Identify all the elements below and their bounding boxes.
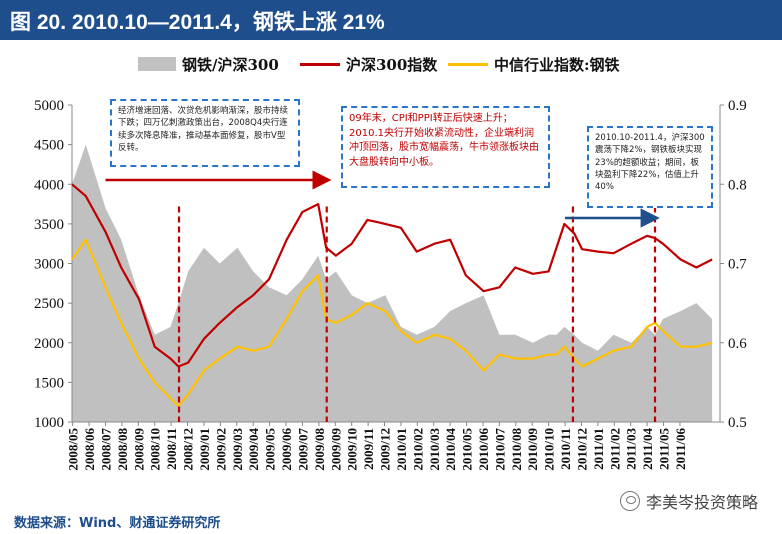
left-tick-label: 4500 bbox=[34, 138, 64, 154]
tick-labels-group: 1000 1500 2000 2500 3000 3500 4000 4500 5000 0.5 0… bbox=[34, 98, 747, 471]
right-tick-label: 0.6 bbox=[728, 336, 747, 352]
x-tick-label: 2011/03 bbox=[624, 428, 639, 470]
legend-item-steel-ratio: 钢铁/沪深300 bbox=[138, 52, 279, 76]
watermark-text: 李美岑投资策略 bbox=[645, 493, 758, 512]
x-tick-label: 2010/02 bbox=[410, 428, 425, 471]
right-tick-label: 0.7 bbox=[728, 257, 747, 273]
x-tick-label: 2010/08 bbox=[509, 428, 524, 471]
x-tick-label: 2009/04 bbox=[246, 428, 261, 471]
left-tick-label: 3000 bbox=[34, 257, 64, 273]
watermark: 李美岑投资策略 bbox=[619, 489, 758, 513]
x-tick-label: 2008/07 bbox=[99, 428, 114, 471]
line-hs300 bbox=[71, 183, 713, 368]
legend-label: 中信行业指数:钢铁 bbox=[494, 55, 620, 74]
x-tick-label: 2008/09 bbox=[131, 428, 146, 471]
annotation-tightening: 09年末，CPI和PPI转正后快速上升；2010.1央行开始收紧流动性，企业端利… bbox=[341, 106, 550, 188]
legend-area-swatch bbox=[138, 57, 176, 71]
left-tick-label: 2500 bbox=[34, 296, 64, 312]
x-tick-label: 2010/10 bbox=[542, 428, 557, 471]
x-tick-label: 2009/08 bbox=[312, 428, 327, 471]
chart: 1000 1500 2000 2500 3000 3500 4000 4500 5000 0.5 0… bbox=[34, 98, 747, 471]
right-tick-label: 0.9 bbox=[728, 98, 747, 114]
line-steel-index bbox=[71, 238, 713, 408]
annotation-text: 2010.10-2011.4，沪深300震荡下降2%，钢铁板块实现23%的超额收… bbox=[595, 133, 705, 193]
x-tick-label: 2008/11 bbox=[164, 428, 179, 470]
event-markers-group bbox=[177, 206, 657, 422]
arrows-group bbox=[105, 170, 660, 228]
x-tick-label: 2008/05 bbox=[66, 428, 81, 471]
legend: 钢铁/沪深300 沪深300指数 中信行业指数:钢铁 bbox=[0, 52, 782, 76]
right-tick-label: 0.8 bbox=[728, 177, 747, 193]
left-tick-label: 5000 bbox=[34, 98, 64, 114]
line-series-group bbox=[71, 183, 713, 408]
x-tick-label: 2009/02 bbox=[213, 428, 228, 471]
legend-label: 钢铁/沪深300 bbox=[182, 55, 279, 74]
x-tick-label: 2010/01 bbox=[394, 428, 409, 471]
left-tick-label: 2000 bbox=[34, 336, 64, 352]
x-tick-label: 2009/09 bbox=[328, 428, 343, 471]
x-tick-label: 2009/10 bbox=[345, 428, 360, 471]
area-steel-ratio bbox=[72, 144, 713, 422]
x-tick-label: 2011/02 bbox=[607, 428, 622, 470]
x-tick-label: 2009/06 bbox=[279, 428, 294, 471]
x-tick-label: 2009/05 bbox=[263, 428, 278, 471]
x-tick-label: 2011/04 bbox=[640, 428, 655, 470]
x-tick-label: 2010/03 bbox=[427, 428, 442, 471]
annotation-text: 09年末，CPI和PPI转正后快速上升；2010.1央行开始收紧流动性，企业端利… bbox=[349, 113, 539, 168]
left-tick-label: 4000 bbox=[34, 177, 64, 193]
legend-item-steel-index: 中信行业指数:钢铁 bbox=[448, 52, 620, 76]
x-tick-label: 2009/03 bbox=[230, 428, 245, 471]
annotation-text: 经济增速回落、次贷危机影响渐深，股市持续下跌；四万亿刺激政策出台，2008Q4央… bbox=[118, 106, 289, 153]
data-source: 数据来源：Wind、财通证券研究所 bbox=[14, 516, 221, 531]
x-tick-label: 2008/10 bbox=[148, 428, 163, 471]
x-tick-label: 2008/12 bbox=[181, 428, 196, 471]
x-tick-label: 2009/01 bbox=[197, 428, 212, 471]
x-tick-label: 2010/06 bbox=[476, 428, 491, 471]
left-tick-label: 3500 bbox=[34, 217, 64, 233]
page-title: 图 20. 2010.10—2011.4，钢铁上涨 21% bbox=[10, 11, 385, 34]
x-tick-label: 2010/12 bbox=[575, 428, 590, 471]
legend-item-hs300: 沪深300指数 bbox=[300, 52, 437, 76]
x-tick-label: 2010/05 bbox=[460, 428, 475, 471]
x-tick-label: 2010/07 bbox=[492, 428, 507, 471]
legend-line-swatch bbox=[300, 62, 340, 66]
x-tick-label: 2008/06 bbox=[82, 428, 97, 471]
title-bar: 图 20. 2010.10—2011.4，钢铁上涨 21% bbox=[0, 0, 782, 40]
x-tick-label: 2011/06 bbox=[673, 428, 688, 470]
area-series-group bbox=[72, 144, 713, 422]
x-tick-label: 2009/07 bbox=[295, 428, 310, 471]
legend-line-swatch bbox=[448, 62, 488, 66]
x-tick-label: 2009/11 bbox=[361, 428, 376, 470]
x-tick-label: 2010/11 bbox=[558, 428, 573, 470]
x-tick-label: 2010/09 bbox=[525, 428, 540, 471]
wechat-icon bbox=[619, 491, 640, 511]
x-tick-label: 2010/04 bbox=[443, 428, 458, 471]
right-tick-label: 0.5 bbox=[728, 415, 747, 431]
x-tick-label: 2008/08 bbox=[115, 428, 130, 471]
legend-label: 沪深300指数 bbox=[346, 55, 438, 74]
annotation-steel-rally: 2010.10-2011.4，沪深300震荡下降2%，钢铁板块实现23%的超额收… bbox=[587, 126, 713, 208]
x-tick-label: 2011/01 bbox=[591, 428, 606, 470]
left-tick-label: 1500 bbox=[34, 375, 64, 391]
annotation-crisis: 经济增速回落、次贷危机影响渐深，股市持续下跌；四万亿刺激政策出台，2008Q4央… bbox=[110, 99, 300, 167]
left-tick-label: 1000 bbox=[34, 415, 64, 431]
x-tick-label: 2011/05 bbox=[657, 428, 672, 470]
x-tick-label: 2009/12 bbox=[378, 428, 393, 471]
